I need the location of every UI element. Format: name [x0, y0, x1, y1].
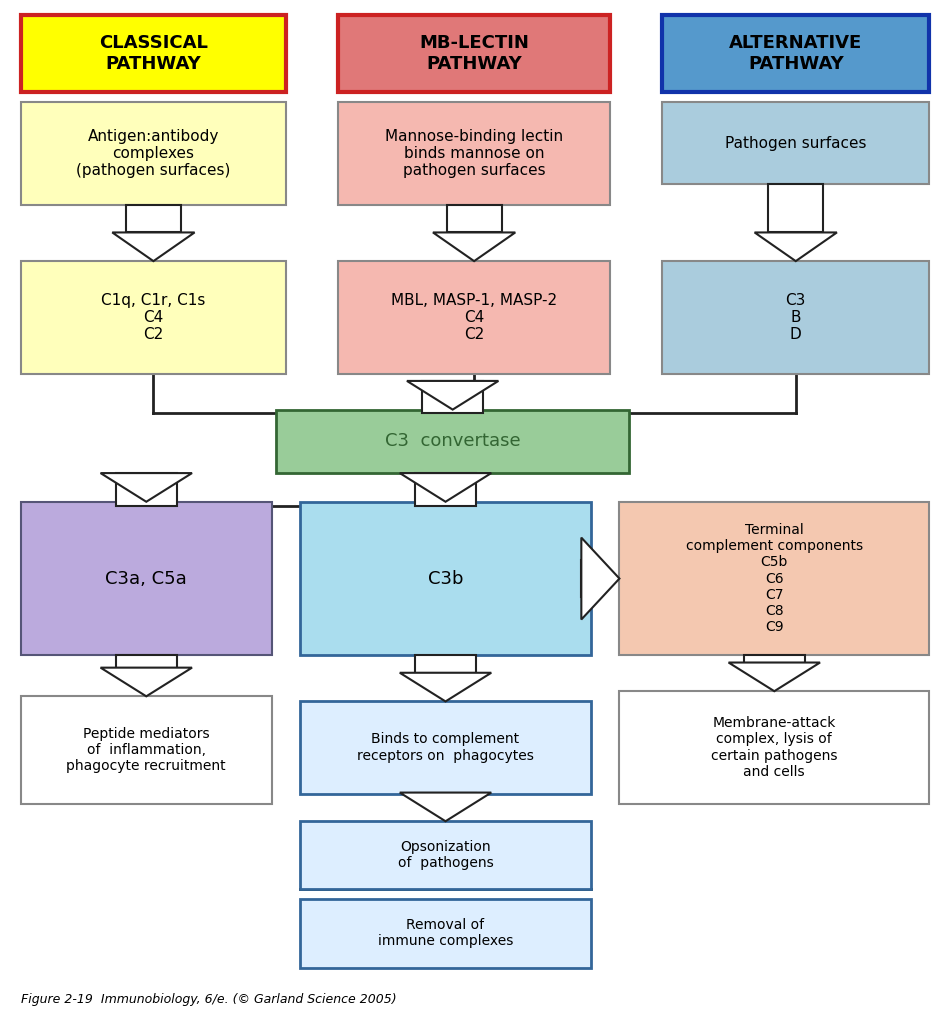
- FancyBboxPatch shape: [276, 410, 628, 473]
- Text: Binds to complement
receptors on  phagocytes: Binds to complement receptors on phagocy…: [357, 732, 533, 763]
- FancyBboxPatch shape: [300, 899, 590, 968]
- Text: Peptide mediators
of  inflammation,
phagocyte recruitment: Peptide mediators of inflammation, phago…: [67, 727, 226, 773]
- FancyBboxPatch shape: [116, 473, 176, 506]
- FancyBboxPatch shape: [767, 184, 823, 232]
- Text: C3  convertase: C3 convertase: [385, 432, 520, 451]
- Text: MBL, MASP-1, MASP-2
C4
C2: MBL, MASP-1, MASP-2 C4 C2: [390, 293, 557, 342]
- Text: CLASSICAL
PATHWAY: CLASSICAL PATHWAY: [99, 35, 208, 73]
- FancyBboxPatch shape: [21, 261, 286, 374]
- Text: Opsonization
of  pathogens: Opsonization of pathogens: [397, 840, 493, 870]
- Polygon shape: [727, 663, 819, 691]
- Polygon shape: [400, 673, 491, 701]
- FancyBboxPatch shape: [126, 205, 181, 232]
- Text: Removal of
immune complexes: Removal of immune complexes: [377, 919, 513, 948]
- Text: Mannose-binding lectin
binds mannose on
pathogen surfaces: Mannose-binding lectin binds mannose on …: [385, 129, 563, 178]
- Polygon shape: [400, 473, 491, 502]
- Polygon shape: [100, 473, 191, 502]
- FancyBboxPatch shape: [414, 473, 475, 506]
- FancyBboxPatch shape: [300, 502, 590, 655]
- FancyBboxPatch shape: [662, 15, 928, 92]
- Polygon shape: [407, 381, 498, 410]
- FancyBboxPatch shape: [21, 502, 271, 655]
- Polygon shape: [400, 793, 491, 821]
- FancyBboxPatch shape: [300, 701, 590, 794]
- Text: C3a, C5a: C3a, C5a: [106, 569, 187, 588]
- FancyBboxPatch shape: [662, 261, 928, 374]
- Polygon shape: [112, 232, 194, 261]
- Text: C3
B
D: C3 B D: [784, 293, 805, 342]
- Polygon shape: [100, 668, 191, 696]
- FancyBboxPatch shape: [116, 655, 176, 668]
- Polygon shape: [581, 538, 619, 620]
- FancyBboxPatch shape: [743, 655, 803, 663]
- FancyBboxPatch shape: [662, 102, 928, 184]
- Text: Membrane-attack
complex, lysis of
certain pathogens
and cells: Membrane-attack complex, lysis of certai…: [710, 716, 837, 779]
- Text: Terminal
complement components
C5b
C6
C7
C8
C9: Terminal complement components C5b C6 C7…: [685, 523, 862, 634]
- Text: MB-LECTIN
PATHWAY: MB-LECTIN PATHWAY: [419, 35, 528, 73]
- Text: Antigen:antibody
complexes
(pathogen surfaces): Antigen:antibody complexes (pathogen sur…: [76, 129, 230, 178]
- FancyBboxPatch shape: [581, 560, 590, 597]
- FancyBboxPatch shape: [414, 793, 475, 794]
- FancyBboxPatch shape: [300, 821, 590, 889]
- Text: Figure 2-19  Immunobiology, 6/e. (© Garland Science 2005): Figure 2-19 Immunobiology, 6/e. (© Garla…: [21, 993, 396, 1007]
- FancyBboxPatch shape: [422, 381, 483, 413]
- Text: C1q, C1r, C1s
C4
C2: C1q, C1r, C1s C4 C2: [101, 293, 206, 342]
- FancyBboxPatch shape: [338, 261, 609, 374]
- Text: C3b: C3b: [427, 569, 463, 588]
- FancyBboxPatch shape: [619, 691, 928, 804]
- Text: ALTERNATIVE
PATHWAY: ALTERNATIVE PATHWAY: [728, 35, 862, 73]
- FancyBboxPatch shape: [338, 15, 609, 92]
- FancyBboxPatch shape: [21, 102, 286, 205]
- FancyBboxPatch shape: [21, 696, 271, 804]
- Polygon shape: [754, 232, 836, 261]
- FancyBboxPatch shape: [338, 102, 609, 205]
- Polygon shape: [432, 232, 515, 261]
- FancyBboxPatch shape: [619, 502, 928, 655]
- FancyBboxPatch shape: [21, 15, 286, 92]
- FancyBboxPatch shape: [414, 655, 475, 673]
- FancyBboxPatch shape: [446, 205, 501, 232]
- Text: Pathogen surfaces: Pathogen surfaces: [724, 136, 865, 151]
